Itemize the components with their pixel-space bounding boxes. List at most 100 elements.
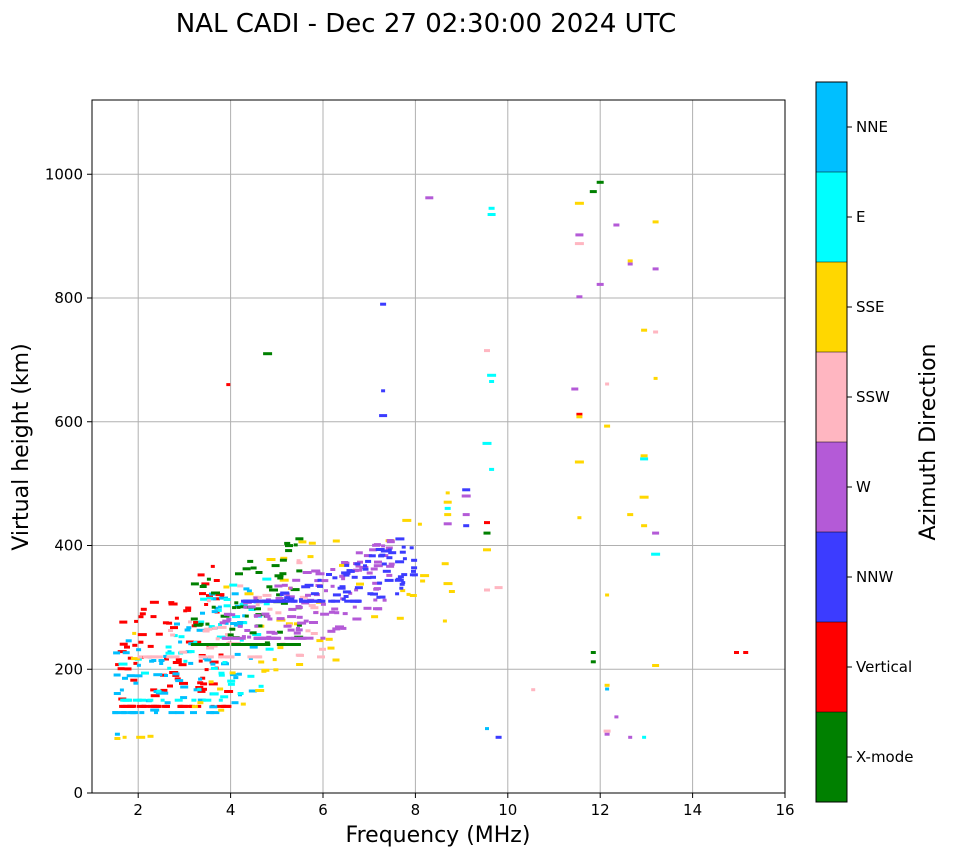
echo-point-vertical	[220, 595, 225, 598]
echo-point-nnw	[249, 599, 259, 603]
echo-point-vertical	[734, 651, 739, 654]
echo-point-w	[236, 636, 246, 640]
echo-point-nne	[178, 640, 183, 644]
echo-point-w	[352, 605, 357, 609]
echo-point-vertical	[160, 688, 168, 692]
y-axis-ticks: 0 200 400 600 800 1000	[45, 165, 92, 802]
echo-point-nne	[113, 692, 121, 695]
echo-point-nnw	[395, 560, 405, 564]
echo-point-sse	[443, 582, 453, 586]
echo-point-w	[266, 630, 276, 634]
echo-point-ssw	[484, 588, 490, 592]
echo-point-w	[297, 621, 307, 625]
echo-point-vertical	[484, 521, 490, 525]
echo-point-e	[262, 577, 272, 581]
echo-point-w	[628, 735, 633, 739]
colorbar-swatch-x-mode	[816, 712, 847, 802]
echo-point-w	[237, 624, 243, 628]
echo-point-vertical	[204, 668, 209, 672]
echo-point-sse	[136, 735, 146, 739]
echo-point-vertical	[127, 656, 133, 660]
echo-point-sse	[255, 689, 265, 692]
echo-point-w	[244, 629, 251, 632]
echo-point-vertical	[179, 681, 188, 685]
echo-point-vertical	[189, 704, 193, 708]
echo-point-w	[324, 589, 328, 593]
echo-point-w	[369, 548, 378, 552]
x-tick-label: 16	[775, 801, 794, 819]
echo-point-e	[258, 684, 264, 688]
echo-point-nnw	[386, 556, 393, 560]
echo-point-e	[118, 662, 128, 666]
echo-point-nne	[122, 676, 128, 680]
echo-point-w	[339, 574, 346, 578]
echo-point-nne	[200, 611, 205, 615]
colorbar-tick-label: SSE	[856, 298, 885, 316]
echo-point-nne	[126, 674, 135, 678]
echo-point-nnw	[247, 599, 254, 603]
echo-point-sse	[443, 500, 452, 504]
echo-point-nne	[153, 673, 163, 677]
echo-point-sse	[406, 592, 411, 596]
echo-point-ssw	[212, 626, 218, 630]
echo-point-w	[253, 614, 261, 618]
echo-point-e	[167, 666, 172, 670]
echo-point-nnw	[377, 581, 383, 585]
echo-point-x-mode	[205, 643, 210, 646]
echo-point-w	[627, 262, 633, 266]
echo-point-nne	[184, 628, 191, 632]
echo-point-w	[381, 544, 386, 548]
x-tick-label: 12	[591, 801, 610, 819]
echo-point-x-mode	[213, 643, 218, 646]
echo-point-nnw	[401, 581, 406, 585]
echo-point-nnw	[379, 553, 386, 557]
echo-point-vertical	[138, 640, 144, 644]
echo-point-vertical	[166, 621, 173, 625]
colorbar-swatch-nnw	[816, 532, 847, 622]
echo-point-e	[487, 213, 496, 216]
echo-point-w	[363, 554, 372, 558]
echo-point-sse	[371, 615, 379, 619]
echo-point-nnw	[305, 599, 314, 603]
echo-point-sse	[605, 593, 610, 597]
echo-point-nnw	[332, 576, 338, 580]
echo-point-nnw	[326, 573, 332, 576]
echo-point-vertical	[138, 615, 144, 619]
echo-point-sse	[277, 646, 284, 650]
echo-point-x-mode	[254, 607, 261, 611]
echo-point-w	[386, 573, 393, 577]
echo-point-w	[300, 636, 307, 640]
echo-point-x-mode	[236, 605, 241, 609]
echo-point-w	[462, 513, 470, 517]
echo-point-w	[374, 587, 381, 591]
echo-point-vertical	[132, 643, 138, 647]
echo-point-w	[309, 621, 318, 624]
echo-point-nne	[112, 711, 119, 715]
echo-point-nne	[136, 663, 141, 667]
echo-point-sse	[327, 646, 335, 650]
echo-point-w	[342, 612, 348, 616]
echo-point-x-mode	[285, 544, 293, 548]
echo-point-nnw	[399, 550, 406, 554]
chart-title: NAL CADI - Dec 27 02:30:00 2024 UTC	[176, 9, 676, 39]
echo-point-w	[373, 543, 381, 547]
echo-point-nnw	[301, 585, 311, 589]
echo-point-w	[355, 564, 361, 568]
echo-point-sse	[417, 522, 422, 526]
echo-point-vertical	[148, 704, 155, 708]
echo-point-x-mode	[227, 633, 234, 637]
echo-point-w	[313, 611, 319, 615]
echo-point-nne	[233, 676, 239, 680]
echo-point-nne	[180, 685, 189, 689]
echo-point-sse	[114, 737, 121, 740]
echo-point-sse	[574, 201, 584, 205]
echo-point-sse	[574, 460, 584, 464]
echo-point-nnw	[363, 564, 367, 568]
echo-point-x-mode	[202, 643, 208, 646]
echo-point-ssw	[267, 607, 273, 611]
echo-point-w	[386, 564, 395, 568]
echo-point-w	[353, 568, 362, 572]
echo-point-vertical	[124, 667, 132, 671]
echo-point-x-mode	[296, 643, 301, 646]
echo-point-nnw	[328, 599, 336, 603]
